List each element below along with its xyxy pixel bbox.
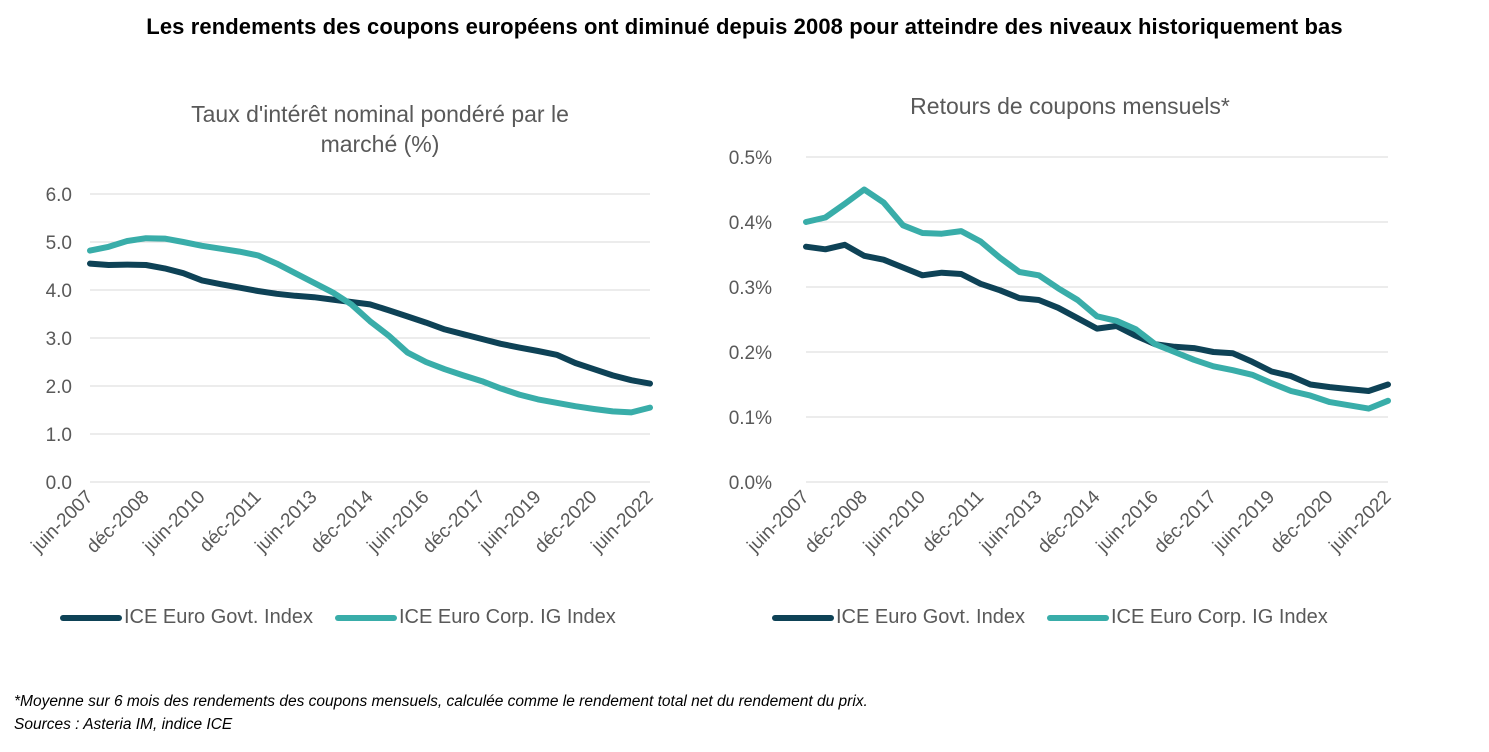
chart-title-rates: Taux d'intérêt nominal pondéré par le ma… (90, 99, 670, 159)
y-tick-label: 0.4% (729, 213, 772, 234)
legend-label-govt: ICE Euro Govt. Index (124, 606, 313, 628)
y-tick-label: 0.2% (729, 343, 772, 364)
legend-label-corp: ICE Euro Corp. IG Index (398, 606, 616, 628)
legend-item-corp: ICE Euro Corp. IG Index (1046, 606, 1328, 629)
legend-label-corp: ICE Euro Corp. IG Index (1110, 606, 1328, 628)
legend-label-govt: ICE Euro Govt. Index (836, 606, 1025, 628)
legend-swatch-corp (334, 614, 397, 621)
legend-item-govt: ICE Euro Govt. Index (772, 606, 1025, 629)
footnote-method: *Moyenne sur 6 mois des rendements des c… (14, 693, 868, 710)
footnote-sources: Sources : Asteria IM, indice ICE (14, 716, 233, 733)
chart-title-rates-line-1: Taux d'intérêt nominal pondéré par le (191, 101, 569, 127)
x-tick-label: juin-2022 (1325, 487, 1396, 558)
legend-rates: ICE Euro Govt. Index ICE Euro Corp. IG I… (60, 606, 638, 629)
x-tick-label: juin-2010 (859, 487, 930, 558)
y-tick-label: 6.0 (46, 185, 72, 206)
legend-coupons: ICE Euro Govt. Index ICE Euro Corp. IG I… (772, 606, 1350, 629)
y-tick-label: 5.0 (46, 233, 72, 254)
legend-swatch-govt (772, 614, 834, 621)
series-line-govt (803, 241, 1391, 394)
y-tick-label: 2.0 (46, 377, 72, 398)
y-tick-label: 0.3% (729, 278, 772, 299)
series-line-corp (803, 186, 1391, 412)
chart-title-rates-line-2: marché (%) (320, 131, 440, 157)
y-tick-label: 1.0 (46, 425, 72, 446)
y-tick-label: 3.0 (46, 329, 72, 350)
x-tick-label: déc-2011 (918, 487, 988, 557)
x-tick-label: déc-2017 (1150, 487, 1221, 558)
chart-title-coupons-line-1: Retours de coupons mensuels* (910, 93, 1230, 119)
series-line-corp (87, 235, 653, 416)
y-tick-label: 0.1% (729, 408, 772, 429)
y-tick-label: 0.0% (729, 473, 772, 494)
x-tick-label: juin-2013 (976, 487, 1047, 558)
chart-title-coupons: Retours de coupons mensuels* (790, 91, 1350, 121)
x-tick-label: juin-2007 (743, 487, 814, 558)
legend-item-govt: ICE Euro Govt. Index (60, 606, 313, 629)
y-tick-label: 0.0 (46, 473, 72, 494)
main-title: Les rendements des coupons européens ont… (146, 14, 1343, 39)
x-tick-label: juin-2016 (1092, 487, 1163, 558)
series-line-govt (87, 260, 653, 387)
legend-item-corp: ICE Euro Corp. IG Index (334, 606, 616, 629)
legend-swatch-govt (60, 614, 122, 621)
x-tick-label: juin-2019 (1208, 487, 1279, 558)
x-tick-label: déc-2020 (1266, 487, 1337, 558)
y-tick-label: 0.5% (729, 148, 772, 169)
legend-swatch-corp (1046, 614, 1109, 621)
x-tick-label: déc-2008 (801, 487, 872, 558)
x-tick-label: déc-2014 (1034, 486, 1105, 557)
y-tick-label: 4.0 (46, 281, 72, 302)
